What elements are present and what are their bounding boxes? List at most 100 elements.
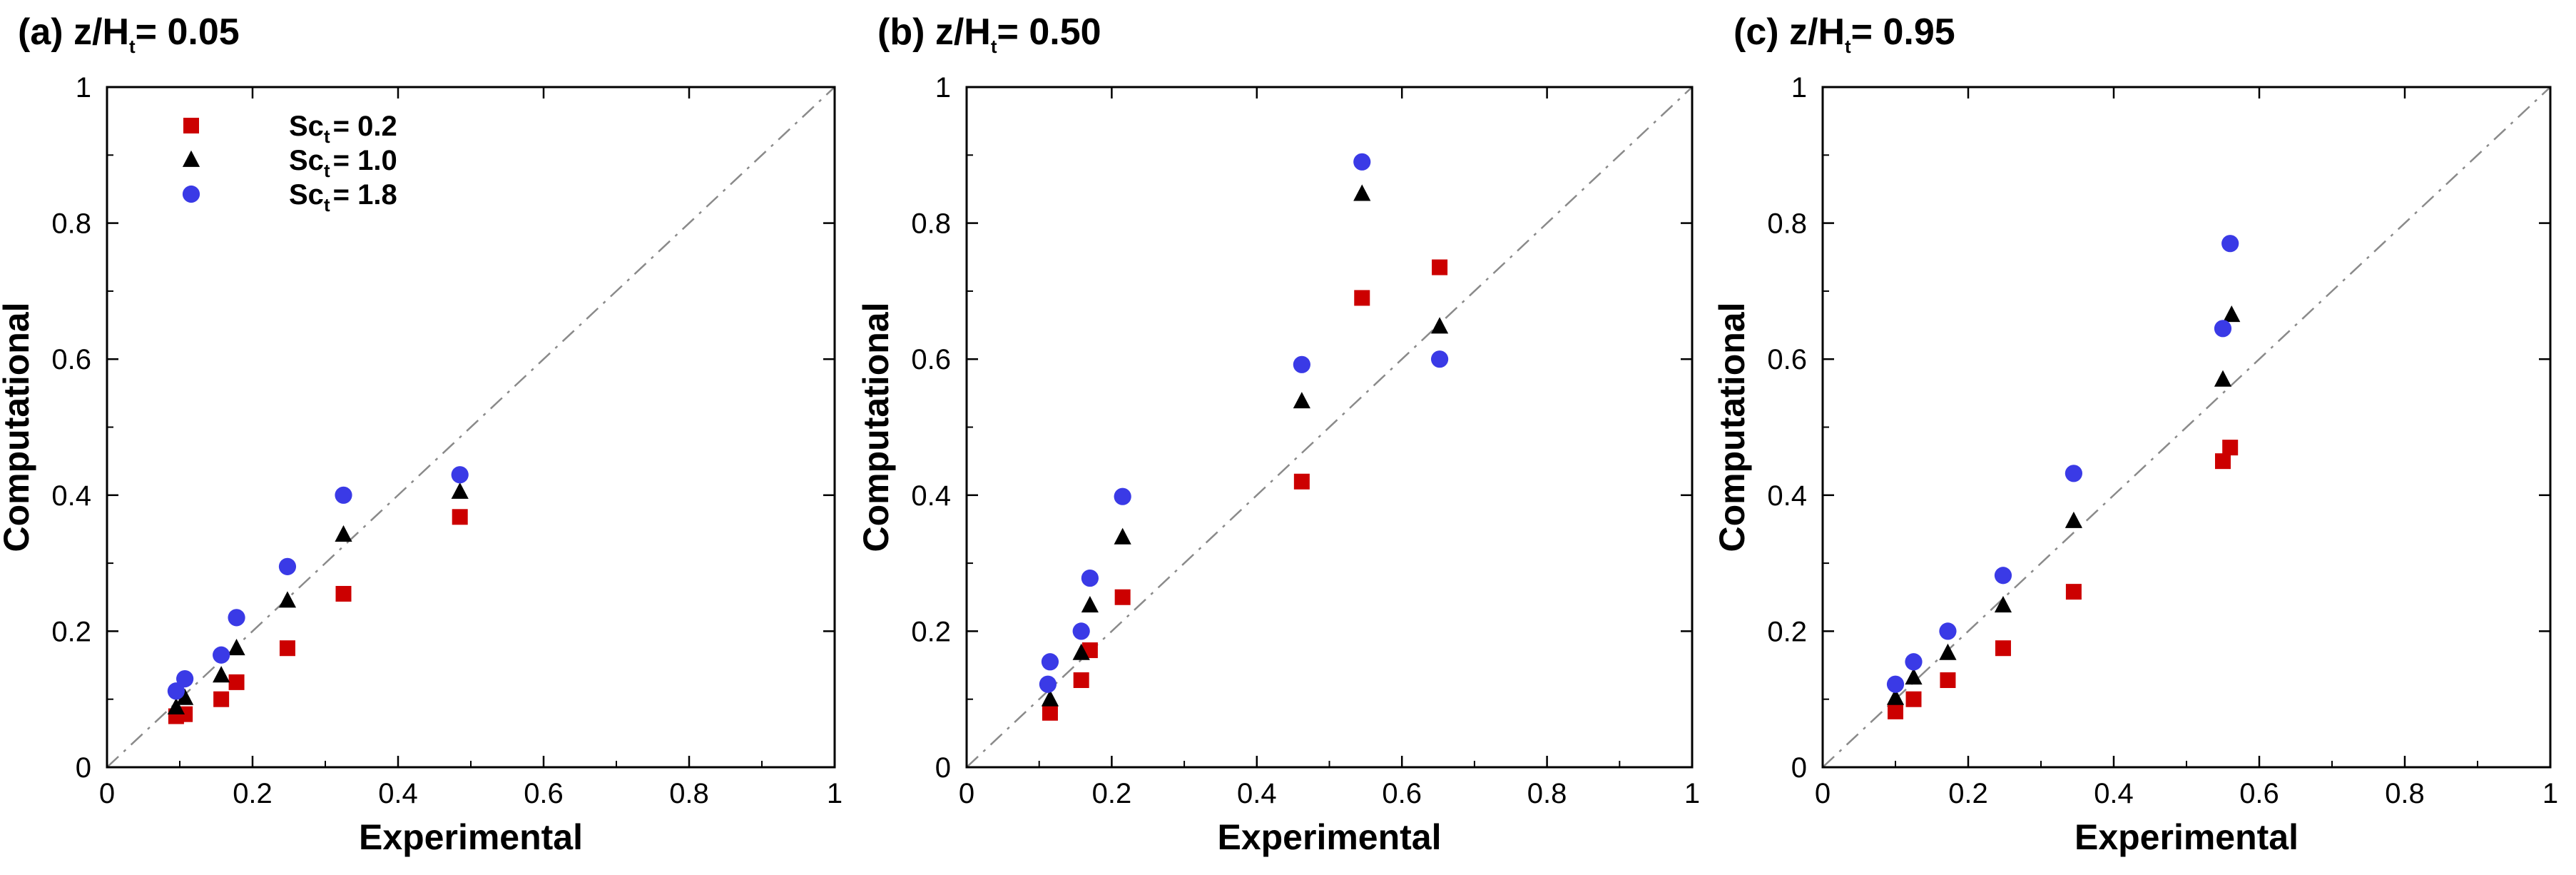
chart-title: (c) z/Ht= 0.95: [1734, 11, 1955, 57]
data-point: [2065, 584, 2082, 600]
legend-label-prefix: Sc: [289, 179, 324, 211]
data-point: [228, 609, 245, 627]
data-point: [2065, 511, 2082, 528]
x-tick-label: 0.8: [2385, 778, 2425, 809]
data-point: [1081, 595, 1099, 613]
series-2: [1886, 235, 2239, 693]
data-point: [2214, 320, 2232, 338]
x-tick-label: 0.6: [2239, 778, 2279, 809]
chart-title-suffix: = 0.05: [136, 11, 240, 53]
y-tick-label: 0.8: [51, 208, 91, 240]
data-point: [213, 666, 230, 683]
series-1: [1041, 184, 1449, 707]
x-tick-label: 0.2: [233, 778, 273, 809]
data-point: [1994, 567, 2012, 585]
y-tick-label: 0.2: [51, 616, 91, 647]
chart-title: (a) z/Ht= 0.05: [18, 11, 240, 57]
chart-title-subscript: t: [1845, 36, 1851, 57]
data-point: [278, 591, 297, 608]
chart-title-main: (a) z/H: [18, 11, 129, 53]
x-tick-label: 0.8: [669, 778, 709, 809]
data-point: [2223, 305, 2241, 323]
legend-label-value: = 0.2: [333, 111, 397, 142]
data-point: [1940, 672, 1956, 689]
data-point: [228, 639, 245, 656]
legend-label: Sct = 1.0: [289, 145, 397, 181]
data-point: [228, 674, 245, 690]
data-point: [2065, 465, 2082, 482]
data-point: [1039, 675, 1057, 693]
data-point: [1430, 350, 1449, 368]
y-tick-label: 0.6: [911, 344, 951, 375]
data-point: [1114, 527, 1131, 545]
data-point: [1432, 259, 1448, 275]
x-tick-label: 0: [99, 778, 115, 809]
data-point: [167, 682, 185, 700]
data-point: [176, 670, 194, 688]
data-point: [2221, 235, 2239, 253]
series-1: [167, 482, 469, 715]
data-point: [2215, 453, 2231, 470]
data-point: [335, 585, 352, 602]
y-tick-label: 0: [1791, 752, 1807, 784]
y-tick-label: 1: [76, 72, 91, 103]
x-tick-label: 0.4: [378, 778, 418, 809]
data-point: [176, 688, 194, 705]
chart-title-suffix: = 0.50: [997, 11, 1101, 53]
chart-title-subscript: t: [991, 36, 997, 57]
data-point: [2214, 370, 2232, 387]
data-point: [1293, 355, 1310, 373]
series-0: [1042, 259, 1448, 721]
y-tick-label: 0.8: [1767, 208, 1807, 240]
legend-label-prefix: Sc: [289, 145, 324, 176]
data-point: [278, 557, 297, 575]
chart-title-suffix: = 0.95: [1851, 11, 1955, 53]
chart-panel-1: (b) z/Ht= 0.50 0 0.2 0.4 0.6 0.8 1 0 0.2 0.4 0.6 0.…: [856, 11, 1700, 857]
legend-label: Sct = 1.8: [289, 179, 397, 216]
data-point: [1939, 622, 1957, 640]
data-point: [279, 640, 295, 657]
data-point: [2222, 440, 2239, 456]
reference-line: [1822, 86, 2551, 768]
x-axis-label: Experimental: [2074, 817, 2298, 857]
y-tick-label: 0.8: [911, 208, 951, 240]
data-point: [1995, 640, 2011, 657]
chart-panel-2: (c) z/Ht= 0.95 0 0.2 0.4 0.6 0.8 1 0 0.2 0.4 0.6 0.…: [1712, 11, 2558, 857]
data-point: [451, 466, 469, 484]
data-point: [1073, 672, 1089, 689]
legend-label-value: = 1.0: [333, 145, 397, 176]
chart-title-subscript: t: [129, 36, 136, 57]
legend-label-subscript: t: [324, 126, 330, 147]
data-point: [1886, 675, 1905, 693]
y-tick-label: 0.4: [911, 480, 951, 512]
y-tick-label: 0.6: [1767, 344, 1807, 375]
x-tick-label: 1: [2542, 778, 2558, 809]
data-point: [1293, 392, 1310, 409]
series-0: [168, 509, 468, 724]
y-axis-label: Computational: [1712, 303, 1752, 552]
legend-label-subscript: t: [324, 194, 330, 216]
chart-panel-0: (a) z/Ht= 0.050 0.2 0.4 0.6 0.8 100.20.40.60.…: [0, 11, 842, 857]
chart-title-main: (b) z/H: [877, 11, 991, 53]
chart-title-main: (c) z/H: [1734, 11, 1845, 53]
data-point: [335, 525, 352, 542]
data-point: [452, 509, 468, 525]
reference-line: [966, 86, 1693, 768]
y-tick-label: 0.2: [1767, 616, 1807, 647]
x-tick-label: 0.4: [1237, 778, 1277, 809]
x-tick-label: 0.4: [2094, 778, 2134, 809]
x-tick-label: 0: [959, 778, 974, 809]
data-point: [1041, 653, 1059, 671]
series-0: [1888, 440, 2239, 719]
x-tick-label: 0.2: [1948, 778, 1988, 809]
y-tick-label: 0.6: [51, 344, 91, 375]
data-point: [1041, 689, 1059, 707]
x-axis-label: Experimental: [359, 817, 583, 857]
data-point: [335, 486, 352, 504]
y-tick-label: 1: [935, 72, 951, 103]
data-point: [1072, 622, 1090, 640]
series-2: [167, 466, 469, 700]
data-point: [213, 646, 230, 664]
